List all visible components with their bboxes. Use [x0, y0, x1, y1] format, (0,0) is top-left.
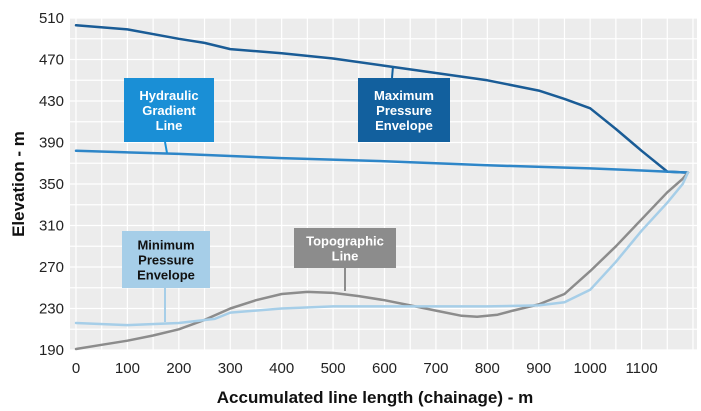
- series-label-leader: [164, 141, 168, 154]
- series-line: [74, 171, 690, 327]
- series-label-text: Line: [332, 249, 359, 264]
- x-tick-label: 600: [372, 360, 397, 377]
- x-tick-label: 500: [321, 360, 346, 377]
- series-label-text: Envelope: [375, 118, 433, 133]
- series-label-text: Pressure: [376, 103, 432, 118]
- tick-labels: 0 100 200 300 400 500 600 700 800 900 1000 1100 190 2…: [39, 10, 658, 377]
- series-label-text: Envelope: [137, 268, 195, 283]
- series-label-box: [124, 78, 214, 142]
- series-label-box: [122, 231, 210, 288]
- y-tick-label: 270: [39, 259, 64, 276]
- series-label-text: Hydraulic: [139, 88, 198, 103]
- series-line: [74, 24, 690, 174]
- series-line: [74, 149, 690, 174]
- y-axis-title: Elevation - m: [9, 131, 28, 237]
- x-tick-label: 200: [166, 360, 191, 377]
- series-label-text: Maximum: [374, 88, 434, 103]
- x-tick-label: 100: [115, 360, 140, 377]
- series-label-text: Minimum: [137, 238, 194, 253]
- series-label-box: [358, 78, 450, 142]
- y-tick-label: 390: [39, 135, 64, 152]
- series-label-text: Topographic: [306, 234, 384, 249]
- x-tick-label: 300: [218, 360, 243, 377]
- y-tick-label: 230: [39, 301, 64, 318]
- series-layer: [74, 24, 690, 351]
- series-label-leader: [391, 65, 394, 79]
- y-tick-label: 310: [39, 218, 64, 235]
- x-tick-label: 400: [269, 360, 294, 377]
- series-label-text: Pressure: [138, 253, 194, 268]
- x-tick-label: 700: [423, 360, 448, 377]
- series-label-text: Gradient: [142, 103, 196, 118]
- y-tick-label: 510: [39, 10, 64, 27]
- y-tick-label: 470: [39, 52, 64, 69]
- y-tick-label: 430: [39, 93, 64, 110]
- x-axis-title: Accumulated line length (chainage) - m: [217, 388, 533, 407]
- x-tick-label: 0: [72, 360, 80, 377]
- series-label-box: [294, 228, 396, 268]
- series-label-text: Line: [156, 118, 183, 133]
- x-tick-label: 900: [526, 360, 551, 377]
- x-tick-label: 800: [475, 360, 500, 377]
- x-tick-label: 1000: [573, 360, 606, 377]
- series-labels: MaximumPressureEnvelopeHydraulicGradient…: [122, 65, 450, 322]
- y-tick-label: 350: [39, 176, 64, 193]
- y-tick-label: 190: [39, 342, 64, 359]
- x-tick-label: 1100: [625, 360, 657, 377]
